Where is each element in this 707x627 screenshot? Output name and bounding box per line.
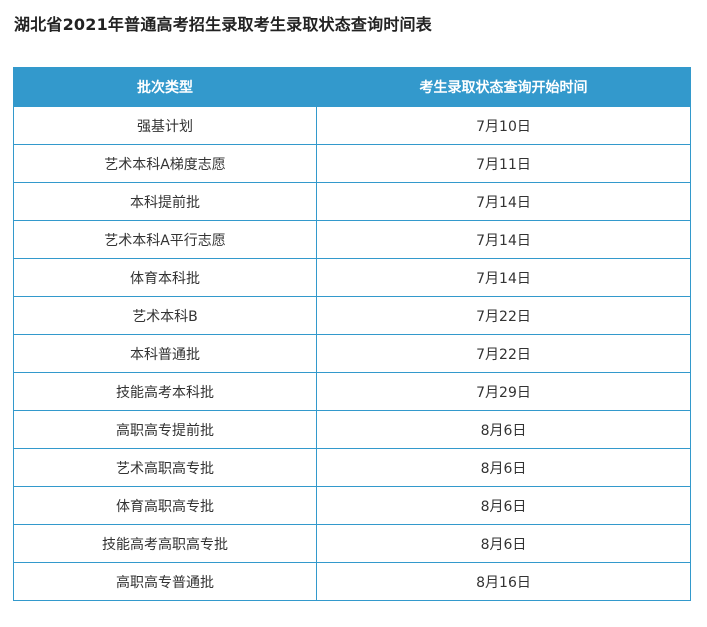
table-row: 高职高专普通批 8月16日	[13, 562, 691, 601]
batch-type-cell: 强基计划	[13, 106, 317, 145]
batch-type-cell: 体育高职高专批	[13, 486, 317, 525]
query-date-cell: 7月22日	[316, 296, 691, 335]
table-row: 艺术高职高专批 8月6日	[13, 448, 691, 487]
batch-type-cell: 高职高专提前批	[13, 410, 317, 449]
batch-type-cell: 技能高考高职高专批	[13, 524, 317, 563]
batch-type-cell: 高职高专普通批	[13, 562, 317, 601]
query-date-cell: 7月22日	[316, 334, 691, 373]
query-date-cell: 7月11日	[316, 144, 691, 183]
table-row: 技能高考本科批 7月29日	[13, 372, 691, 411]
table-row: 技能高考高职高专批 8月6日	[13, 524, 691, 563]
table-row: 体育高职高专批 8月6日	[13, 486, 691, 525]
table-row: 艺术本科A平行志愿 7月14日	[13, 220, 691, 259]
batch-type-cell: 艺术本科B	[13, 296, 317, 335]
batch-type-cell: 体育本科批	[13, 258, 317, 297]
batch-type-cell: 艺术高职高专批	[13, 448, 317, 487]
query-date-cell: 7月14日	[316, 182, 691, 221]
query-date-cell: 7月10日	[316, 106, 691, 145]
query-date-cell: 7月14日	[316, 258, 691, 297]
batch-type-cell: 艺术本科A梯度志愿	[13, 144, 317, 183]
table-row: 本科普通批 7月22日	[13, 334, 691, 373]
query-date-cell: 7月29日	[316, 372, 691, 411]
query-date-cell: 8月6日	[316, 524, 691, 563]
header-query-start-time: 考生录取状态查询开始时间	[316, 67, 691, 107]
page-title: 湖北省2021年普通高考招生录取考生录取状态查询时间表	[14, 15, 432, 34]
table-row: 艺术本科A梯度志愿 7月11日	[13, 144, 691, 183]
batch-type-cell: 本科普通批	[13, 334, 317, 373]
table-header-row: 批次类型 考生录取状态查询开始时间	[13, 67, 691, 107]
query-date-cell: 8月6日	[316, 486, 691, 525]
table-row: 体育本科批 7月14日	[13, 258, 691, 297]
query-date-cell: 8月6日	[316, 410, 691, 449]
batch-type-cell: 本科提前批	[13, 182, 317, 221]
table-row: 强基计划 7月10日	[13, 106, 691, 145]
table-row: 艺术本科B 7月22日	[13, 296, 691, 335]
query-date-cell: 8月6日	[316, 448, 691, 487]
query-date-cell: 7月14日	[316, 220, 691, 259]
table-row: 高职高专提前批 8月6日	[13, 410, 691, 449]
admission-schedule-table: 批次类型 考生录取状态查询开始时间 强基计划 7月10日 艺术本科A梯度志愿 7…	[13, 67, 691, 601]
batch-type-cell: 技能高考本科批	[13, 372, 317, 411]
header-batch-type: 批次类型	[13, 67, 317, 107]
table-row: 本科提前批 7月14日	[13, 182, 691, 221]
batch-type-cell: 艺术本科A平行志愿	[13, 220, 317, 259]
query-date-cell: 8月16日	[316, 562, 691, 601]
